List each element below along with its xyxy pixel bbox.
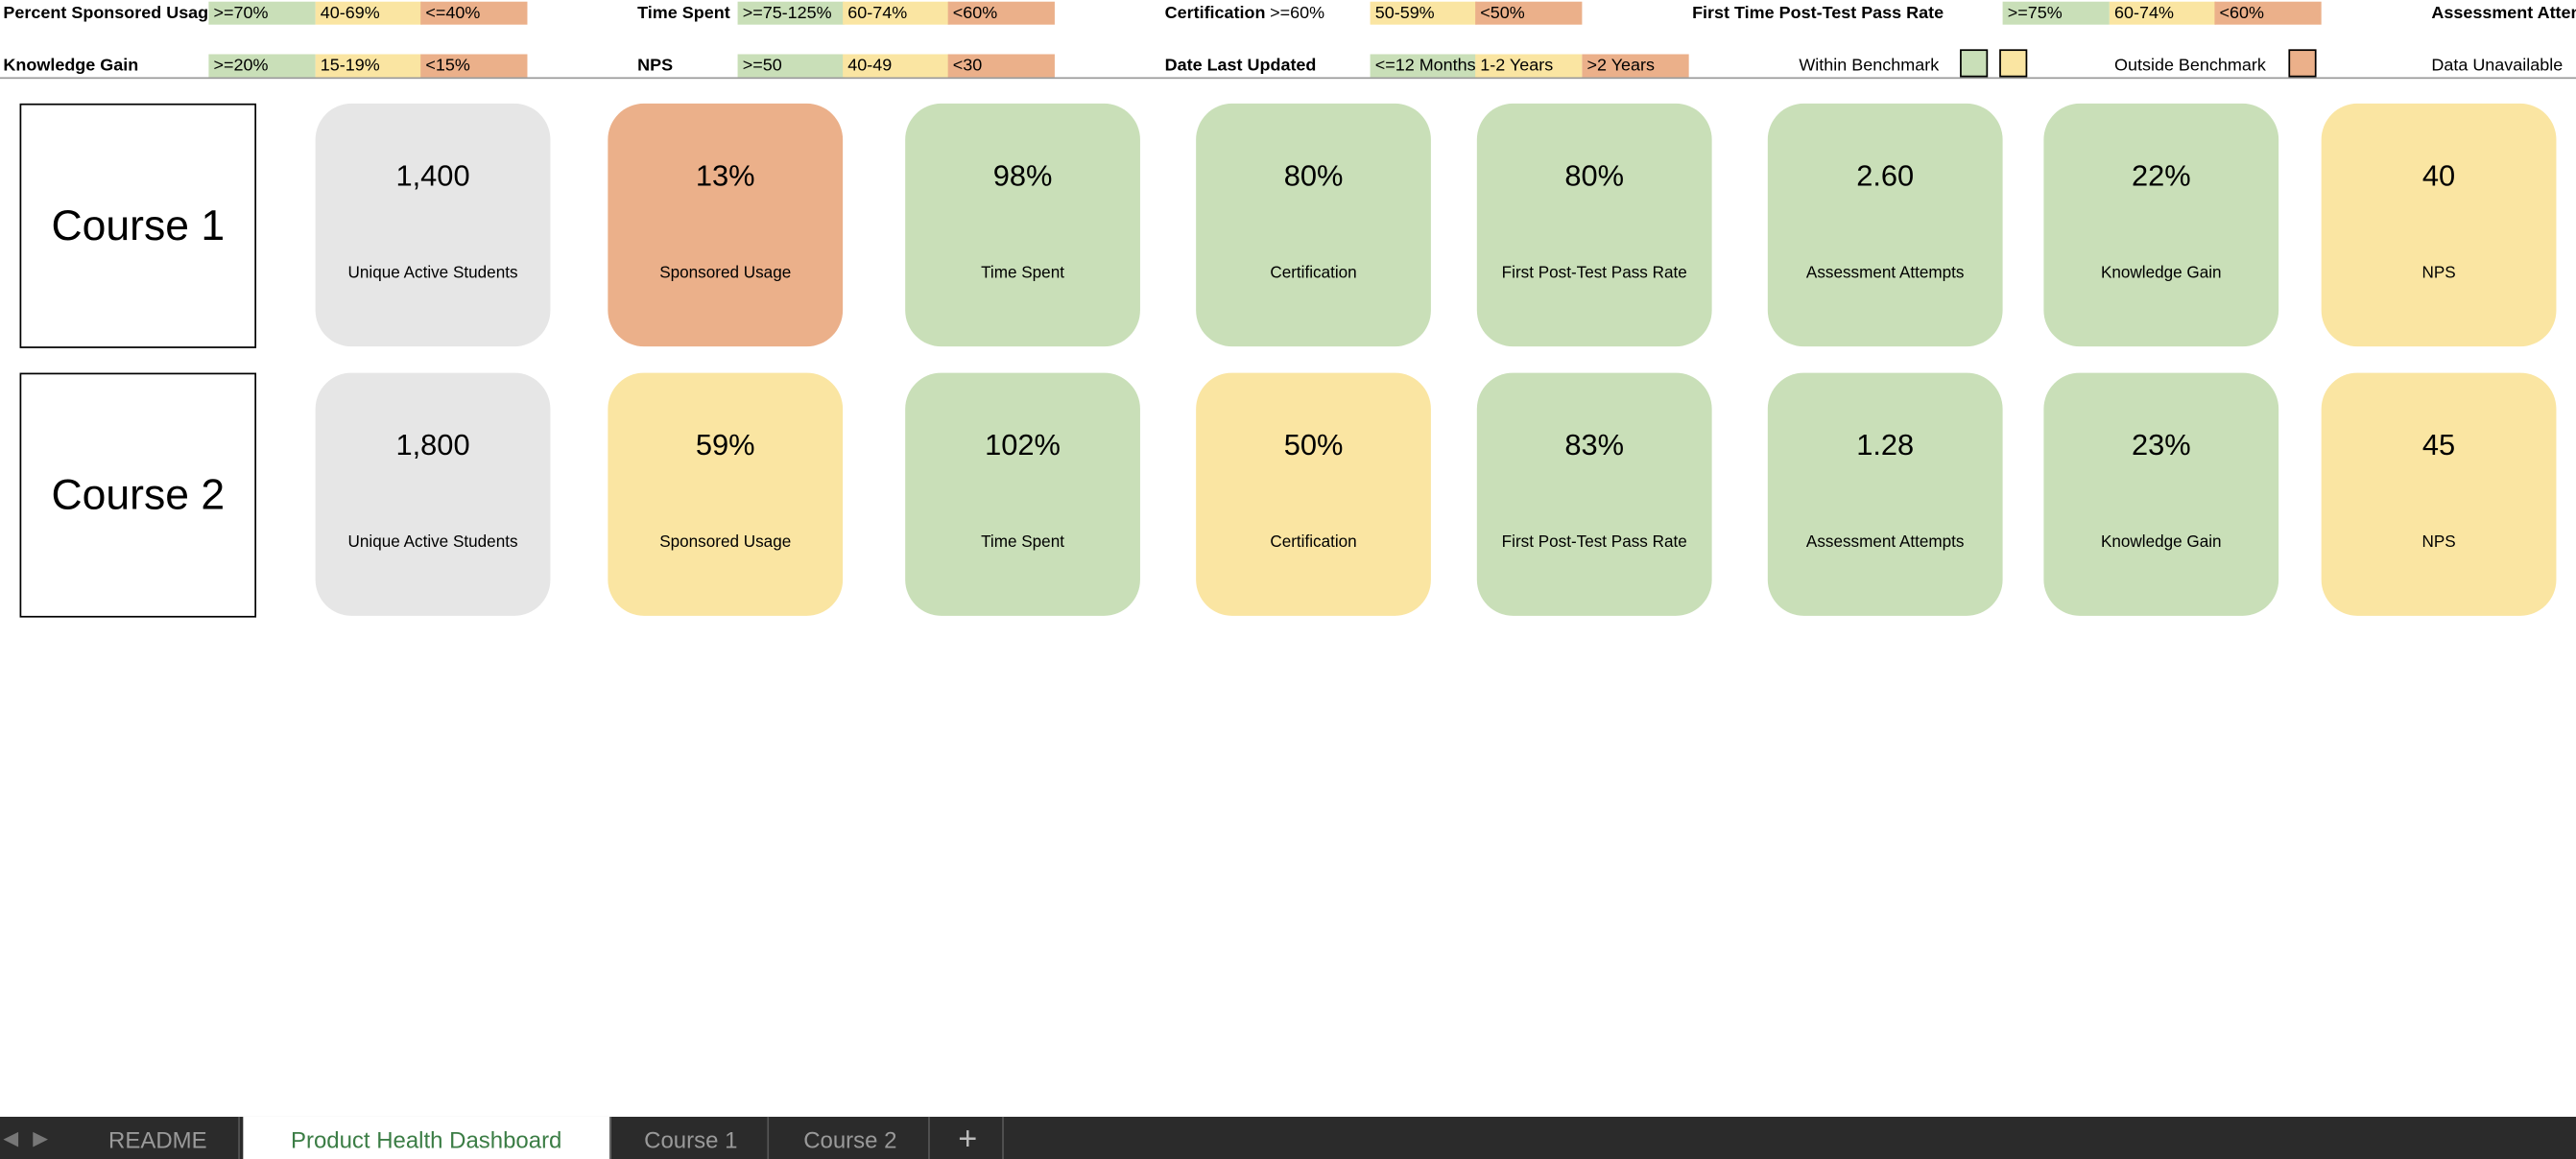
metric-card: 80% Certification [1196,103,1431,347]
legend-label: Certification [1164,3,1266,23]
metric-value: 1.28 [1856,428,1915,461]
metric-label: NPS [2421,264,2456,283]
legend-range: <=40% [420,1,528,25]
metric-card: 1.28 Assessment Attempts [1767,372,2003,616]
legend-range: >=50 [737,54,845,78]
legend-label: Knowledge Gain [3,56,139,76]
legend-label: Date Last Updated [1164,56,1317,76]
legend-range: <30 [947,54,1055,78]
swatch-green [1960,49,1989,78]
metric-label: Unique Active Students [347,264,518,283]
metric-value: 83% [1564,428,1625,461]
legend-range: >2 Years [1582,54,1689,78]
course-name: Course 2 [19,372,257,618]
sheet-tab[interactable]: README [77,1116,240,1159]
metric-card: 83% First Post-Test Pass Rate [1476,372,1712,616]
metric-label: Knowledge Gain [2100,533,2222,553]
metric-card: 50% Certification [1196,372,1431,616]
legend-range: >=75-125% [737,1,845,25]
outside-benchmark: Outside Benchmark [2113,56,2266,76]
legend-range: 40-49 [843,54,950,78]
legend-range: 40-69% [315,1,422,25]
legend-label: Time Spent [637,3,730,23]
legend-range: 15-19% [315,54,422,78]
metric-card: 23% Knowledge Gain [2043,372,2279,616]
metric-card: 45 NPS [2321,372,2557,616]
metric-label: Certification [1270,533,1357,553]
data-unavailable: Data Unavailable [2431,56,2564,76]
metric-value: 22% [2131,159,2191,193]
metric-label: Sponsored Usage [659,264,792,283]
legend-label: Assessment Attempts [2431,3,2576,23]
legend-range: <=12 Months [1370,54,1477,78]
metric-label: Unique Active Students [347,533,518,553]
legend-range: >=60% [1265,1,1372,25]
sheet-tab[interactable]: Product Health Dashboard [243,1116,611,1159]
metric-label: Assessment Attempts [1805,264,1965,283]
metric-value: 45 [2421,428,2456,461]
legend-range: <15% [420,54,528,78]
metric-value: 80% [1564,159,1625,193]
metric-value: 1,800 [395,428,470,461]
add-sheet[interactable]: + [933,1116,1004,1159]
metric-label: Knowledge Gain [2100,264,2222,283]
legend-range: 1-2 Years [1475,54,1583,78]
metric-card: 40 NPS [2321,103,2557,347]
legend-range: <50% [1475,1,1583,25]
header-divider [0,77,2576,80]
course-name: Course 1 [19,103,257,348]
nav-left[interactable]: ◀ [3,1126,19,1150]
legend-label: First Time Post-Test Pass Rate [1692,3,1944,23]
metric-card: 1,400 Unique Active Students [315,103,551,347]
legend-label: NPS [637,56,674,76]
metric-value: 23% [2131,428,2191,461]
legend-range: 60-74% [2109,1,2217,25]
legend-range: >=70% [208,1,316,25]
metric-label: Sponsored Usage [659,533,792,553]
metric-value: 98% [992,159,1053,193]
metric-label: Assessment Attempts [1805,533,1965,553]
metric-value: 59% [695,428,755,461]
metric-value: 2.60 [1856,159,1915,193]
metric-card: 22% Knowledge Gain [2043,103,2279,347]
metric-card: 102% Time Spent [905,372,1140,616]
metric-card: 13% Sponsored Usage [608,103,844,347]
legend-range: <60% [2214,1,2322,25]
metric-card: 59% Sponsored Usage [608,372,844,616]
legend-range: <60% [947,1,1055,25]
metric-value: 13% [695,159,755,193]
metric-label: NPS [2421,533,2456,553]
metric-card: 98% Time Spent [905,103,1140,347]
metric-label: First Post-Test Pass Rate [1501,264,1687,283]
sheet-tab[interactable]: Course 2 [773,1116,930,1159]
nav-right[interactable]: ▶ [33,1126,49,1150]
swatch-yellow [1999,49,2028,78]
metric-label: Time Spent [981,264,1064,283]
tab-bar: ◀ ▶ README Product Health Dashboard Course… [0,1116,2576,1159]
legend-range: 60-74% [843,1,950,25]
swatch-orange [2288,49,2317,78]
metric-card: 1,800 Unique Active Students [315,372,551,616]
metric-value: 80% [1283,159,1344,193]
metric-label: First Post-Test Pass Rate [1501,533,1687,553]
metric-label: Certification [1270,264,1357,283]
metric-card: 2.60 Assessment Attempts [1767,103,2003,347]
legend-range: >=20% [208,54,316,78]
metric-value: 1,400 [395,159,470,193]
metric-card: 80% First Post-Test Pass Rate [1476,103,1712,347]
legend-range: 50-59% [1370,1,1477,25]
metric-value: 50% [1283,428,1344,461]
metric-value: 40 [2421,159,2456,193]
legend-range: >=75% [2002,1,2110,25]
legend-label: Percent Sponsored Usage [3,3,219,23]
sheet-tab[interactable]: Course 1 [614,1116,770,1159]
within-benchmark: Within Benchmark [1799,56,1940,76]
metric-label: Time Spent [981,533,1064,553]
metric-value: 102% [985,428,1061,461]
